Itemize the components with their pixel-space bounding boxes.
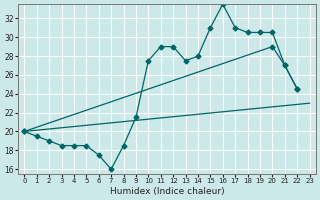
X-axis label: Humidex (Indice chaleur): Humidex (Indice chaleur) xyxy=(110,187,224,196)
